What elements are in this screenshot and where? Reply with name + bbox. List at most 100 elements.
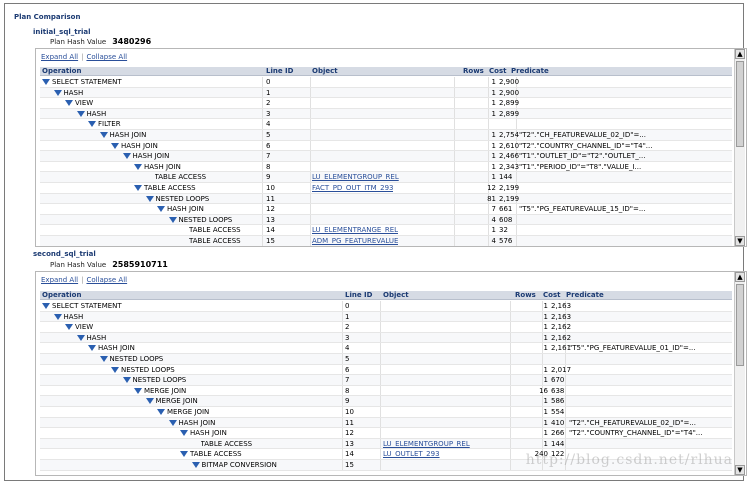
col-object[interactable]: Object xyxy=(383,291,409,299)
table-row[interactable]: HASH JOIN 5 1 2,754 "T2"."CH_FEATUREVALUE_02… xyxy=(40,129,732,141)
collapse-triangle-icon[interactable] xyxy=(168,419,177,426)
table-row[interactable]: HASH JOIN 12 1 266 "T2"."COUNTRY_CHANNEL_ID"… xyxy=(40,428,732,439)
table-row[interactable]: SELECT STATEMENT 0 1 2,163 xyxy=(40,301,732,312)
table-row[interactable]: HASH 3 1 2,899 xyxy=(40,108,732,120)
table-row[interactable]: TABLE ACCESS 13 LU_ELEMENTGROUP_REL 1 144 xyxy=(40,438,732,450)
table-row[interactable]: HASH JOIN 4 1 2,161 "T5"."PG_FEATUREVALUE_01… xyxy=(40,343,732,354)
object-link[interactable]: LU_ELEMENTRANGE_REL xyxy=(312,226,399,235)
expand-all-link[interactable]: Expand All xyxy=(41,53,79,61)
collapse-triangle-icon[interactable] xyxy=(76,334,85,341)
table-row[interactable]: HASH 1 1 2,900 xyxy=(40,87,732,99)
collapse-triangle-icon[interactable] xyxy=(76,110,85,117)
scrollbar-initial[interactable]: ▲ ▼ xyxy=(734,49,745,246)
collapse-triangle-icon[interactable] xyxy=(145,195,154,202)
col-line-id[interactable]: Line ID xyxy=(266,67,294,75)
table-row[interactable]: HASH JOIN 8 1 2,343 "T1"."PERIOD_ID"="T8"."V… xyxy=(40,161,732,173)
table-row[interactable]: TABLE ACCESS 14 LU_ELEMENTRANGE_REL 1 32 xyxy=(40,225,732,236)
collapse-triangle-icon[interactable] xyxy=(88,121,96,128)
scroll-thumb[interactable] xyxy=(736,61,744,147)
col-operation[interactable]: Operation xyxy=(42,291,82,299)
scroll-up-icon[interactable]: ▲ xyxy=(735,49,745,59)
table-row[interactable]: MERGE JOIN 10 1 554 xyxy=(40,406,732,418)
col-predicate[interactable]: Predicate xyxy=(566,291,604,299)
column-divider xyxy=(516,119,517,129)
collapse-triangle-icon[interactable] xyxy=(145,398,154,405)
table-row[interactable]: TABLE ACCESS 15 ADM_PG_FEATUREVALUE 4 576 xyxy=(40,235,732,246)
table-row[interactable]: HASH JOIN 7 1 2,466 "T1"."OUTLET_ID"="T2"."O… xyxy=(40,151,732,162)
col-cost[interactable]: Cost xyxy=(543,291,561,299)
table-row[interactable]: HASH JOIN 12 7 661 "T5"."PG_FEATUREVALUE_15_… xyxy=(40,204,732,215)
collapse-triangle-icon[interactable] xyxy=(111,366,119,373)
column-divider xyxy=(488,151,489,161)
operation-cell: BITMAP CONVERSION xyxy=(191,460,277,470)
collapse-triangle-icon[interactable] xyxy=(42,79,50,85)
table-row[interactable]: BITMAP CONVERSION 15 xyxy=(40,459,732,471)
table-row[interactable]: NESTED LOOPS 13 4 608 xyxy=(40,214,732,226)
collapse-triangle-icon[interactable] xyxy=(180,430,188,437)
collapse-triangle-icon[interactable] xyxy=(65,100,73,107)
rows-cell: 1 xyxy=(543,376,548,385)
scrollbar-second[interactable]: ▲ ▼ xyxy=(734,272,745,475)
column-divider xyxy=(454,98,455,108)
col-cost[interactable]: Cost xyxy=(489,67,507,75)
collapse-triangle-icon[interactable] xyxy=(157,206,165,213)
col-object[interactable]: Object xyxy=(312,67,338,75)
column-divider xyxy=(342,459,343,470)
scroll-thumb[interactable] xyxy=(736,284,744,366)
collapse-triangle-icon[interactable] xyxy=(191,461,200,468)
table-row[interactable]: TABLE ACCESS 14 LU_OUTLET_293 240 122 xyxy=(40,449,732,460)
collapse-triangle-icon[interactable] xyxy=(53,89,62,96)
collapse-triangle-icon[interactable] xyxy=(180,451,188,458)
collapse-triangle-icon[interactable] xyxy=(134,184,142,191)
object-link[interactable]: ADM_PG_FEATUREVALUE xyxy=(312,236,399,245)
col-rows[interactable]: Rows xyxy=(463,67,484,75)
collapse-triangle-icon[interactable] xyxy=(99,131,108,138)
table-row[interactable]: FILTER 4 xyxy=(40,119,732,130)
column-divider xyxy=(454,119,455,129)
object-link[interactable]: LU_ELEMENTGROUP_REL xyxy=(312,173,399,182)
table-row[interactable]: TABLE ACCESS 10 FACT_PD_OUT_ITM_293 12 2,199 xyxy=(40,182,732,194)
table-row[interactable]: TABLE ACCESS 9 LU_ELEMENTGROUP_REL 1 144 xyxy=(40,172,732,183)
collapse-all-link[interactable]: Collapse All xyxy=(86,53,128,61)
col-rows[interactable]: Rows xyxy=(515,291,536,299)
scroll-up-icon[interactable]: ▲ xyxy=(735,272,745,282)
table-row[interactable]: MERGE JOIN 8 16 638 xyxy=(40,385,732,397)
col-predicate[interactable]: Predicate xyxy=(511,67,549,75)
table-row[interactable]: NESTED LOOPS 11 81 2,199 xyxy=(40,193,732,205)
table-row[interactable]: VIEW 2 1 2,899 xyxy=(40,98,732,109)
table-row[interactable]: NESTED LOOPS 7 1 670 xyxy=(40,375,732,386)
collapse-triangle-icon[interactable] xyxy=(53,313,62,320)
table-row[interactable]: NESTED LOOPS 5 xyxy=(40,353,732,365)
table-row[interactable]: HASH JOIN 11 1 410 "T2"."CH_FEATUREVALUE_02_… xyxy=(40,417,732,429)
table-row[interactable]: HASH JOIN 6 1 2,610 "T2"."COUNTRY_CHANNEL_ID… xyxy=(40,140,732,152)
collapse-triangle-icon[interactable] xyxy=(111,142,119,149)
collapse-triangle-icon[interactable] xyxy=(134,163,142,170)
object-link[interactable]: LU_OUTLET_293 xyxy=(383,450,440,459)
table-row[interactable]: VIEW 2 1 2,162 xyxy=(40,322,732,333)
collapse-triangle-icon[interactable] xyxy=(134,387,142,394)
table-row[interactable]: SELECT STATEMENT 0 1 2,900 xyxy=(40,77,732,88)
collapse-triangle-icon[interactable] xyxy=(65,324,73,331)
collapse-triangle-icon[interactable] xyxy=(157,408,165,415)
table-row[interactable]: HASH 3 1 2,162 xyxy=(40,332,732,344)
operation-cell: FILTER xyxy=(88,119,121,129)
object-link[interactable]: FACT_PD_OUT_ITM_293 xyxy=(312,183,394,192)
collapse-triangle-icon[interactable] xyxy=(88,345,96,352)
collapse-all-link[interactable]: Collapse All xyxy=(86,276,128,284)
collapse-triangle-icon[interactable] xyxy=(42,303,50,309)
table-row[interactable]: NESTED LOOPS 6 1 2,017 xyxy=(40,364,732,376)
operation-cell: TABLE ACCESS xyxy=(189,236,241,246)
cost-cell: 2,017 xyxy=(551,365,572,374)
object-link[interactable]: LU_ELEMENTGROUP_REL xyxy=(383,439,470,448)
scroll-down-icon[interactable]: ▼ xyxy=(735,465,745,475)
collapse-triangle-icon[interactable] xyxy=(122,377,131,384)
collapse-triangle-icon[interactable] xyxy=(168,216,177,223)
col-operation[interactable]: Operation xyxy=(42,67,82,75)
collapse-triangle-icon[interactable] xyxy=(99,355,108,362)
col-line-id[interactable]: Line ID xyxy=(345,291,373,299)
table-row[interactable]: HASH 1 1 2,163 xyxy=(40,311,732,323)
scroll-down-icon[interactable]: ▼ xyxy=(735,236,745,246)
expand-all-link[interactable]: Expand All xyxy=(41,276,79,284)
collapse-triangle-icon[interactable] xyxy=(122,153,131,160)
table-row[interactable]: MERGE JOIN 9 1 586 xyxy=(40,396,732,407)
